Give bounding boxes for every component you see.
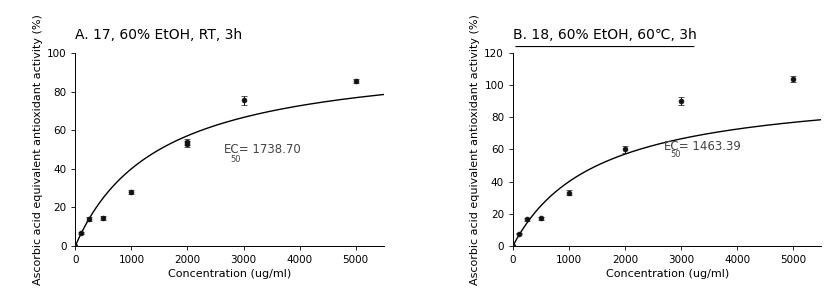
Text: 50: 50 bbox=[670, 150, 681, 159]
Text: B. 18, 60% EtOH, 60℃, 3h: B. 18, 60% EtOH, 60℃, 3h bbox=[513, 28, 697, 42]
Text: A. 17, 60% EtOH, RT, 3h: A. 17, 60% EtOH, RT, 3h bbox=[75, 28, 242, 42]
Y-axis label: Ascorbic acid equivalent antioxidant activity (%): Ascorbic acid equivalent antioxidant act… bbox=[33, 14, 43, 285]
Y-axis label: Ascorbic acid equivalent antioxidant activity (%): Ascorbic acid equivalent antioxidant act… bbox=[470, 14, 480, 285]
Text: = 1463.39: = 1463.39 bbox=[675, 140, 741, 153]
Text: = 1738.70: = 1738.70 bbox=[235, 143, 300, 156]
X-axis label: Concentration (ug/ml): Concentration (ug/ml) bbox=[168, 269, 291, 279]
X-axis label: Concentration (ug/ml): Concentration (ug/ml) bbox=[606, 269, 729, 279]
Text: EC: EC bbox=[224, 143, 240, 156]
Text: 50: 50 bbox=[230, 155, 241, 164]
Text: EC: EC bbox=[665, 140, 680, 153]
